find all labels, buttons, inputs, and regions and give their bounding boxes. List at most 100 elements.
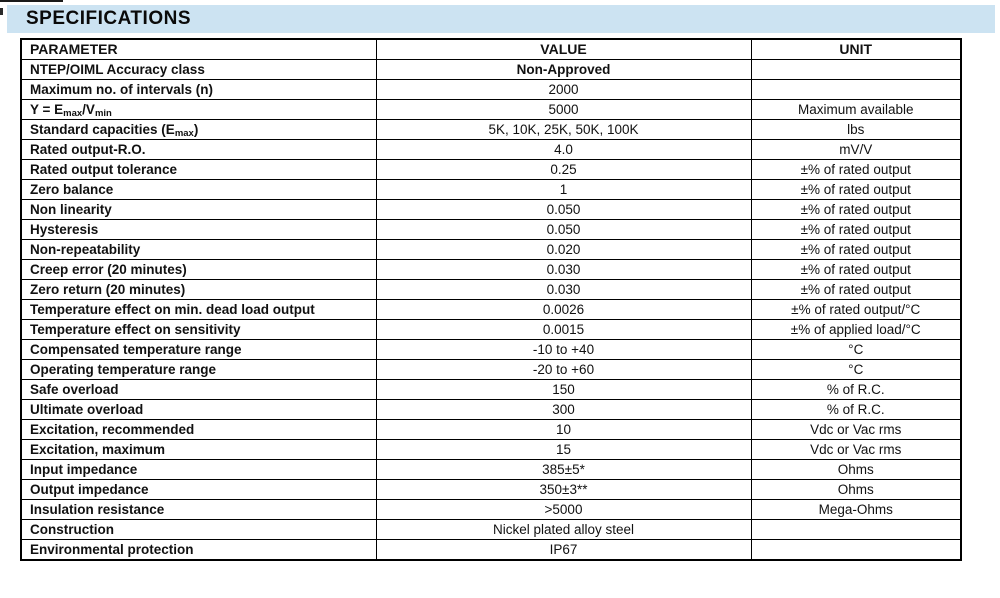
table-row: Standard capacities (Emax) 5K, 10K, 25K, … [20,119,962,140]
value-cell: 4.0 [375,139,752,160]
parameter-cell: Rated output tolerance [20,159,377,180]
subscript-text: min [94,108,112,119]
value-cell: 0.0015 [375,319,752,340]
table-body: NTEP/OIML Accuracy class Non-Approved Maxi… [20,59,962,561]
parameter-cell: Y = Emax/Vmin [20,99,377,120]
table-row: Non linearity 0.050 ±% of rated output [20,199,962,220]
table-row: Zero balance 1 ±% of rated output [20,179,962,200]
unit-cell: ±% of rated output [750,219,962,240]
table-row: Excitation, recommended 10 Vdc or Vac rms [20,419,962,440]
table-row: Zero return (20 minutes) 0.030 ±% of rated… [20,279,962,300]
parameter-cell: Standard capacities (Emax) [20,119,377,140]
value-cell: 350±3** [375,479,752,500]
unit-cell: °C [750,359,962,380]
parameter-cell: Temperature effect on sensitivity [20,319,377,340]
table-header-row: PARAMETER VALUE UNIT [20,38,962,60]
parameter-cell: Creep error (20 minutes) [20,259,377,280]
unit-cell: mV/V [750,139,962,160]
table-row: Hysteresis 0.050 ±% of rated output [20,219,962,240]
unit-cell: ±% of rated output [750,279,962,300]
parameter-cell: Non-repeatability [20,239,377,260]
unit-cell: ±% of rated output [750,239,962,260]
parameter-cell: Output impedance [20,479,377,500]
unit-cell: Maximum available [750,99,962,120]
table-row: Input impedance 385±5* Ohms [20,459,962,480]
specifications-table: PARAMETER VALUE UNIT NTEP/OIML Accuracy cl… [20,38,962,561]
value-cell: Nickel plated alloy steel [375,519,752,540]
unit-cell: ±% of rated output [750,259,962,280]
unit-cell: ±% of rated output [750,199,962,220]
table-row: Operating temperature range -20 to +60 °C [20,359,962,380]
parameter-cell: Insulation resistance [20,499,377,520]
parameter-cell: NTEP/OIML Accuracy class [20,59,377,80]
value-cell: 2000 [375,79,752,100]
table-row: Rated output-R.O. 4.0 mV/V [20,139,962,160]
table-row: Insulation resistance >5000 Mega-Ohms [20,499,962,520]
parameter-cell: Input impedance [20,459,377,480]
value-cell: -10 to +40 [375,339,752,360]
unit-cell [750,519,962,540]
unit-cell: ±% of rated output [750,179,962,200]
unit-cell: Ohms [750,459,962,480]
value-cell: 10 [375,419,752,440]
value-cell: 0.25 [375,159,752,180]
value-cell: 0.020 [375,239,752,260]
parameter-cell: Excitation, maximum [20,439,377,460]
value-cell: 15 [375,439,752,460]
unit-cell: Ohms [750,479,962,500]
table-row: Output impedance 350±3** Ohms [20,479,962,500]
table-row: Rated output tolerance 0.25 ±% of rated ou… [20,159,962,180]
unit-cell: Vdc or Vac rms [750,419,962,440]
unit-cell [750,539,962,561]
table-row: Environmental protection IP67 [20,539,962,561]
page-title: SPECIFICATIONS [26,8,191,29]
unit-cell: ±% of rated output/°C [750,299,962,320]
column-header-value: VALUE [375,38,752,60]
unit-cell: % of R.C. [750,379,962,400]
unit-cell: ±% of rated output [750,159,962,180]
table-row: Excitation, maximum 15 Vdc or Vac rms [20,439,962,460]
value-cell: 0.0026 [375,299,752,320]
unit-cell: ±% of applied load/°C [750,319,962,340]
value-cell: IP67 [375,539,752,561]
unit-cell: °C [750,339,962,360]
value-cell: 300 [375,399,752,420]
value-cell: 0.050 [375,219,752,240]
column-header-parameter: PARAMETER [20,38,377,60]
parameter-cell: Safe overload [20,379,377,400]
subscript-text: max [174,128,194,139]
table-row: Non-repeatability 0.020 ±% of rated output [20,239,962,260]
parameter-cell: Temperature effect on min. dead load out… [20,299,377,320]
value-cell: 0.030 [375,259,752,280]
parameter-cell: Compensated temperature range [20,339,377,360]
unit-cell: Vdc or Vac rms [750,439,962,460]
parameter-cell: Environmental protection [20,539,377,561]
unit-cell [750,79,962,100]
unit-cell [750,59,962,80]
value-cell: 0.050 [375,199,752,220]
parameter-cell: Rated output-R.O. [20,139,377,160]
value-cell: >5000 [375,499,752,520]
parameter-cell: Excitation, recommended [20,419,377,440]
scan-artifact-mark [0,8,3,15]
table-row: Safe overload 150% of R.C. [20,379,962,400]
unit-cell: Mega-Ohms [750,499,962,520]
title-band: SPECIFICATIONS [7,5,995,33]
unit-cell: lbs [750,119,962,140]
parameter-cell: Operating temperature range [20,359,377,380]
parameter-cell: Non linearity [20,199,377,220]
table-row: Compensated temperature range -10 to +40 °… [20,339,962,360]
parameter-cell: Zero return (20 minutes) [20,279,377,300]
value-cell: 385±5* [375,459,752,480]
value-cell: 1 [375,179,752,200]
parameter-cell: Zero balance [20,179,377,200]
value-cell: -20 to +60 [375,359,752,380]
unit-cell: % of R.C. [750,399,962,420]
table-row: NTEP/OIML Accuracy class Non-Approved [20,59,962,80]
table-row: Construction Nickel plated alloy steel [20,519,962,540]
value-cell: 150 [375,379,752,400]
subscript-text: max [63,108,83,119]
value-cell: 5000 [375,99,752,120]
parameter-cell: Construction [20,519,377,540]
table-row: Maximum no. of intervals (n) 2000 [20,79,962,100]
